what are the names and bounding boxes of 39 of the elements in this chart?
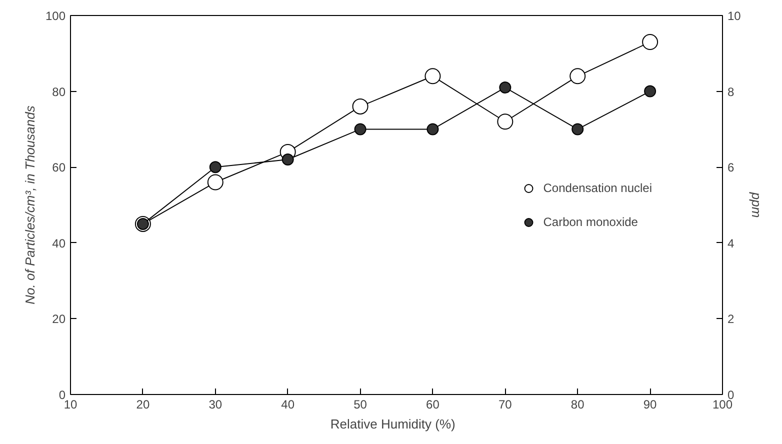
y2-axis-title: ppm [748, 191, 764, 218]
point [207, 174, 224, 190]
x-tick-label: 70 [498, 398, 512, 412]
point [497, 114, 514, 130]
y2-tick-label: 2 [728, 312, 734, 326]
y-tick-label: 80 [52, 84, 66, 99]
x-tick-label: 100 [712, 398, 733, 412]
y2-tick-label: 10 [728, 9, 742, 23]
y2-tick-label: 4 [728, 236, 734, 250]
x-tick-label: 50 [354, 398, 368, 412]
y-tick-label: 0 [58, 388, 66, 402]
point [352, 98, 368, 114]
legend-label: Carbon monoxide [543, 214, 638, 228]
point [282, 154, 294, 166]
y-axis-title: No. of Particles/cm³, in Thousands [22, 105, 38, 304]
point [642, 34, 658, 50]
point [426, 123, 439, 136]
point [354, 123, 366, 136]
x-tick-label: 90 [643, 398, 658, 412]
point [209, 161, 222, 174]
y2-tick-label: 6 [728, 160, 734, 175]
y-tick-label: 40 [52, 236, 66, 250]
x-tick-label: 40 [281, 398, 295, 412]
y-tick-label: 100 [45, 9, 66, 23]
y-tick-label: 20 [52, 312, 66, 326]
x-tick-label: 10 [64, 398, 78, 412]
x-tick-label: 60 [426, 398, 440, 412]
point [570, 68, 586, 84]
point [499, 82, 512, 94]
point [424, 68, 441, 84]
x-axis-title: Relative Humidity (%) [330, 416, 456, 432]
x-tick-label: 30 [208, 398, 222, 412]
point [644, 85, 656, 98]
x-tick-label: 80 [570, 398, 585, 412]
point [572, 123, 584, 136]
y2-tick-label: 8 [728, 84, 734, 99]
legend-label: Condensation nuclei [543, 180, 652, 194]
x-tick-label: 20 [136, 398, 150, 412]
y-tick-label: 60 [52, 160, 66, 175]
